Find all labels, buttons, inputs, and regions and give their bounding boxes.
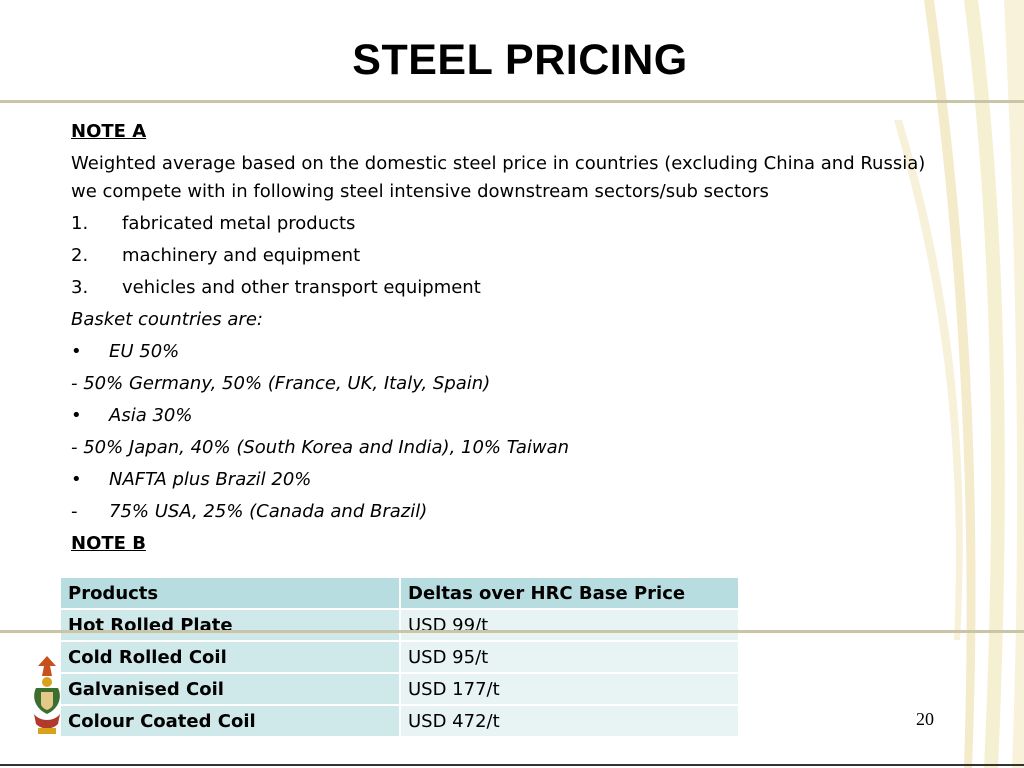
basket-text: 75% USA, 25% (Canada and Brazil) <box>109 501 428 522</box>
delta-cell: USD 99/t <box>400 609 738 642</box>
delta-cell: USD 472/t <box>400 705 738 738</box>
note-a-intro: Weighted average based on the domestic s… <box>71 153 926 202</box>
basket-detail: - 50% Germany, 50% (France, UK, Italy, S… <box>71 373 491 394</box>
basket-item: - 75% USA, 25% (Canada and Brazil) <box>71 498 951 526</box>
sector-number: 3. <box>71 277 89 298</box>
sector-number: 2. <box>71 245 89 266</box>
sector-text: fabricated metal products <box>122 213 356 234</box>
page-number: 20 <box>916 709 934 729</box>
bullet-icon: • <box>71 469 82 490</box>
delta-cell: USD 95/t <box>400 641 738 674</box>
delta-cell: USD 177/t <box>400 673 738 706</box>
basket-detail: - 50% Japan, 40% (South Korea and India)… <box>71 437 570 458</box>
product-cell: Colour Coated Coil <box>61 705 401 738</box>
note-content: NOTE A Weighted average based on the dom… <box>71 118 951 562</box>
basket-text: EU 50% <box>109 341 180 362</box>
basket-label: Basket countries are: <box>71 309 263 330</box>
page-title: STEEL PRICING <box>352 36 688 84</box>
sector-item: 2. machinery and equipment <box>71 242 951 270</box>
bottom-border <box>0 764 1024 766</box>
sector-item: 3. vehicles and other transport equipmen… <box>71 274 951 302</box>
basket-item: • EU 50% <box>71 338 951 366</box>
footer-divider <box>0 630 1024 633</box>
basket-item: • Asia 30% <box>71 402 951 430</box>
curved-stripes-decoration <box>894 0 1024 768</box>
table-row: Galvanised Coil USD 177/t <box>61 673 738 706</box>
table-row: Hot Rolled Plate USD 99/t <box>61 609 738 642</box>
note-a-heading: NOTE A <box>71 121 147 142</box>
bullet-icon: • <box>71 405 82 426</box>
column-header-products: Products <box>61 578 401 610</box>
column-header-deltas: Deltas over HRC Base Price <box>400 578 738 610</box>
product-cell: Cold Rolled Coil <box>61 641 401 674</box>
sector-text: vehicles and other transport equipment <box>122 277 481 298</box>
table-header-row: Products Deltas over HRC Base Price <box>61 578 738 610</box>
sector-item: 1. fabricated metal products <box>71 210 951 238</box>
sector-text: machinery and equipment <box>122 245 361 266</box>
product-cell: Galvanised Coil <box>61 673 401 706</box>
note-b-heading: NOTE B <box>71 533 146 554</box>
table-row: Colour Coated Coil USD 472/t <box>61 705 738 738</box>
price-delta-table: Products Deltas over HRC Base Price Hot … <box>61 578 738 738</box>
basket-text: Asia 30% <box>109 405 193 426</box>
top-divider <box>0 100 1024 103</box>
product-cell: Hot Rolled Plate <box>61 609 401 642</box>
basket-item: • NAFTA plus Brazil 20% <box>71 466 951 494</box>
basket-text: NAFTA plus Brazil 20% <box>109 469 312 490</box>
table-row: Cold Rolled Coil USD 95/t <box>61 641 738 674</box>
coat-of-arms-emblem <box>34 656 60 734</box>
sector-number: 1. <box>71 213 89 234</box>
bullet-icon: • <box>71 341 82 362</box>
dash-icon: - <box>71 501 78 522</box>
